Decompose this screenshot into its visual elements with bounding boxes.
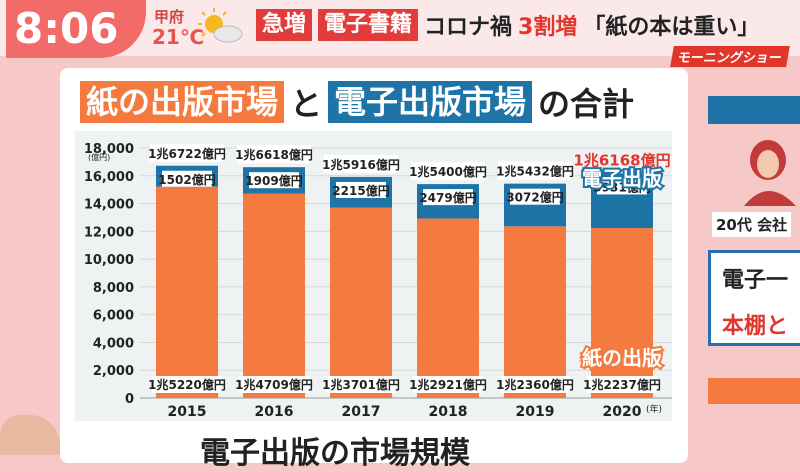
x-unit-label: (年) [646,403,662,415]
side-header-bar [708,96,800,124]
side-quote-box [708,250,800,346]
y-unit-label: (億円) [88,152,110,162]
x-tick-label: 2017 [342,404,381,420]
y-tick-label: 2,000 [93,364,134,379]
total-label-bg [324,154,398,173]
paper-label-bg [152,376,222,393]
electronic-label-bg [249,172,299,189]
headline-accent: 3割増 [518,15,578,40]
paper-value-label: 1兆5220億円 [148,377,226,392]
y-tick-label: 8,000 [93,281,134,296]
sun-cloud-icon [198,8,243,43]
paper-value-label: 1兆2237億円 [583,377,661,392]
headline-text: コロナ禍 [424,15,513,40]
electronic-value-label: 1909億円 [245,173,302,188]
y-tick-label: 4,000 [93,336,134,351]
electronic-label-bg [336,181,386,198]
bar-paper [591,228,653,398]
paper-label-bg [239,376,309,393]
total-label-bg [498,161,572,180]
electronic-label-bg [510,188,560,205]
electronic-value-label: 2479億円 [419,190,476,205]
paper-label-bg [587,376,657,393]
side-quote-line1: 電子一 [722,268,789,293]
bar-paper [417,218,479,398]
x-tick-label: 2015 [168,404,207,420]
total-value-label: 1兆6168億円 [573,151,670,169]
electronic-label-bg [597,178,647,195]
y-tick-label: 18,000 [84,142,134,157]
paper-label-bg [413,376,483,393]
bar-paper [330,207,392,398]
bar-paper [243,193,305,398]
paper-label-bg [326,376,396,393]
paper-value-label: 1兆2360億円 [496,377,574,392]
total-value-label: 1兆5916億円 [322,157,400,172]
weather-city: 甲府 [154,8,185,26]
headline-tag-surge: 急増 [256,9,313,41]
chart-title: 紙の出版市場 と 電子出版市場 の合計 [80,79,634,125]
title-electronic-market: 電子出版市場 [328,81,533,123]
title-and: と [290,85,323,123]
side-orange-bar [708,378,800,404]
headline-tag-ebook: 電子書籍 [318,9,419,41]
title-paper-market: 紙の出版市場 [80,81,285,123]
person-avatar-icon [744,140,796,206]
bar-paper [504,226,566,398]
electronic-value-label: 2215億円 [332,183,389,198]
total-label-bg [411,162,485,181]
bottom-title: 電子出版の市場規模 [200,436,470,471]
paper-value-label: 1兆4709億円 [235,377,313,392]
total-label-bg [237,145,311,164]
y-tick-label: 6,000 [93,309,134,324]
x-tick-label: 2016 [255,404,294,420]
weather-temp: 21℃ [152,25,205,49]
side-person-label: 20代 会社 [712,212,792,237]
paper-value-label: 1兆3701億円 [322,377,400,392]
total-value-label: 1兆5432億円 [496,164,574,179]
stacked-bar-chart: 0 2,000 4,000 6,000 8,000 10,000 12,000 14,000 1… [84,142,672,420]
paper-value-label: 1兆2921億円 [409,377,487,392]
electronic-value-label: 1502億円 [158,172,215,187]
total-value-label: 1兆6722億円 [148,146,226,161]
y-tick-label: 0 [125,392,134,407]
total-value-label: 1兆5400億円 [409,164,487,179]
total-label-bg [150,143,224,162]
presenter-hand [0,415,60,455]
y-tick-label: 12,000 [84,225,134,240]
electronic-value-label: 3072億円 [506,190,563,205]
x-tick-label: 2018 [429,404,468,420]
x-tick-label: 2019 [516,404,555,420]
y-tick-label: 16,000 [84,170,134,185]
electronic-label-bg [162,170,212,187]
x-tick-label: 2020 [603,404,642,420]
clock: 8:06 [6,0,146,58]
title-total: の合計 [538,85,635,123]
paper-label-bg [500,376,570,393]
side-quote-line2: 本棚と [722,314,789,339]
electronic-label-bg [423,189,473,206]
electronic-value-label: 3931億円 [593,179,650,194]
total-value-label: 1兆6618億円 [235,147,313,162]
headline-quote: 「紙の本は重い」 [583,15,760,40]
y-tick-label: 10,000 [84,253,134,268]
headline: 急増 電子書籍 コロナ禍 3割増 「紙の本は重い」 [256,8,759,42]
legend-paper: 紙の出版 [582,346,662,370]
y-tick-label: 14,000 [84,198,134,213]
bar-paper [156,186,218,398]
legend-electronic: 電子出版 [582,166,662,190]
